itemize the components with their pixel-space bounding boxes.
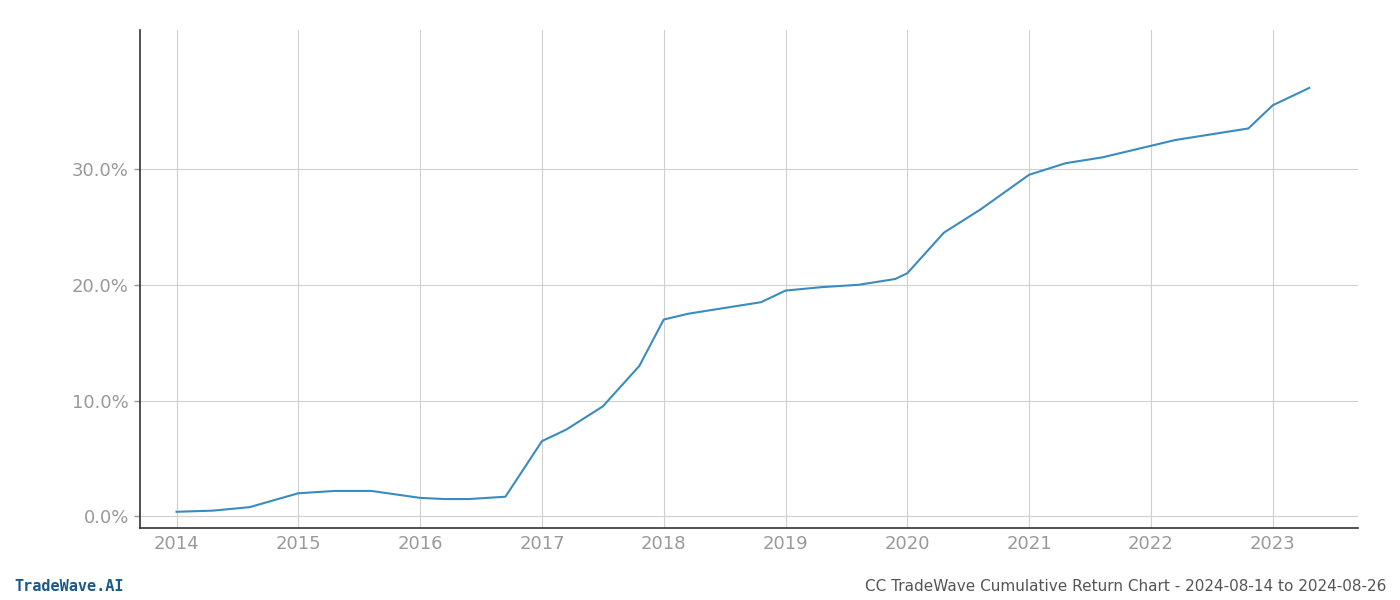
Text: CC TradeWave Cumulative Return Chart - 2024-08-14 to 2024-08-26: CC TradeWave Cumulative Return Chart - 2…: [865, 579, 1386, 594]
Text: TradeWave.AI: TradeWave.AI: [14, 579, 123, 594]
